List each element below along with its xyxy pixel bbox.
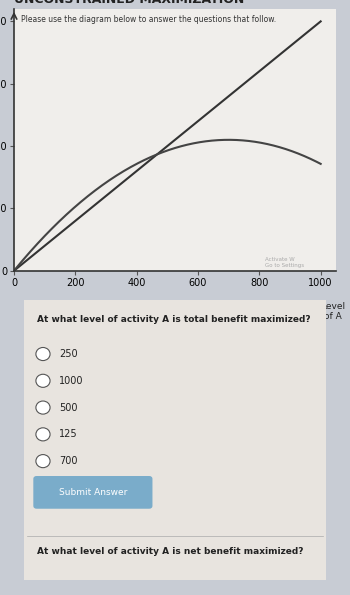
Text: Activate W
Go to Settings: Activate W Go to Settings — [265, 257, 304, 268]
Text: At what level of activity A is total benefit maximized?: At what level of activity A is total ben… — [36, 315, 310, 324]
Circle shape — [36, 455, 50, 468]
FancyBboxPatch shape — [33, 476, 153, 509]
Text: 500: 500 — [59, 403, 78, 412]
Text: 125: 125 — [59, 430, 78, 439]
Circle shape — [36, 374, 50, 387]
FancyBboxPatch shape — [24, 300, 326, 580]
Circle shape — [36, 347, 50, 361]
Text: Level
of A: Level of A — [321, 302, 345, 321]
Text: 700: 700 — [59, 456, 78, 466]
Text: Submit Answer: Submit Answer — [59, 488, 127, 497]
Text: UNCONSTRAINED MAXIMIZATION: UNCONSTRAINED MAXIMIZATION — [14, 0, 244, 7]
Text: Please use the diagram below to answer the questions that follow.: Please use the diagram below to answer t… — [21, 15, 276, 24]
Text: 1000: 1000 — [59, 376, 84, 386]
Circle shape — [36, 428, 50, 441]
Circle shape — [36, 401, 50, 414]
Text: At what level of activity A is net benefit maximized?: At what level of activity A is net benef… — [36, 547, 303, 556]
Text: 250: 250 — [59, 349, 78, 359]
